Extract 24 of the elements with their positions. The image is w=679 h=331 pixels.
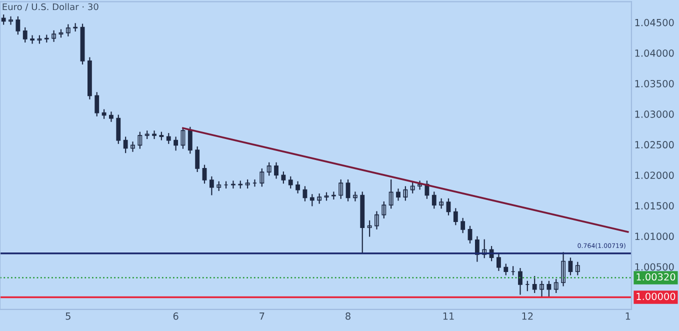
x-tick-label: 6: [173, 312, 178, 320]
y-tick-label: 1.01000: [635, 232, 674, 240]
x-tick-label: 5: [66, 312, 70, 320]
candlestick: [73, 23, 78, 32]
ref-line-label: 1.00000: [636, 292, 676, 300]
y-tick-label: 1.00500: [635, 263, 674, 271]
candlestick: [245, 179, 250, 188]
x-tick-label: 12: [522, 312, 533, 320]
y-tick-label: 1.04500: [635, 18, 674, 26]
candlestick: [331, 192, 336, 200]
y-tick-label: 1.04000: [635, 49, 674, 57]
chart-title: Euro / U.S. Dollar · 30: [2, 3, 98, 11]
candlestick: [44, 34, 49, 43]
x-tick-label: 8: [346, 312, 350, 320]
candlestick: [238, 180, 243, 188]
ref-line-label: 1.00320: [636, 273, 676, 281]
y-tick-label: 1.03000: [635, 110, 674, 118]
y-tick-label: 1.03500: [635, 80, 674, 88]
y-tick-label: 1.01500: [635, 202, 674, 210]
x-tick-label: 7: [260, 312, 264, 320]
x-tick-label: 11: [443, 312, 454, 320]
y-tick-label: 1.02500: [635, 141, 674, 148]
x-tick-label: 1: [626, 312, 630, 320]
y-tick-label: 1.02000: [635, 172, 674, 179]
